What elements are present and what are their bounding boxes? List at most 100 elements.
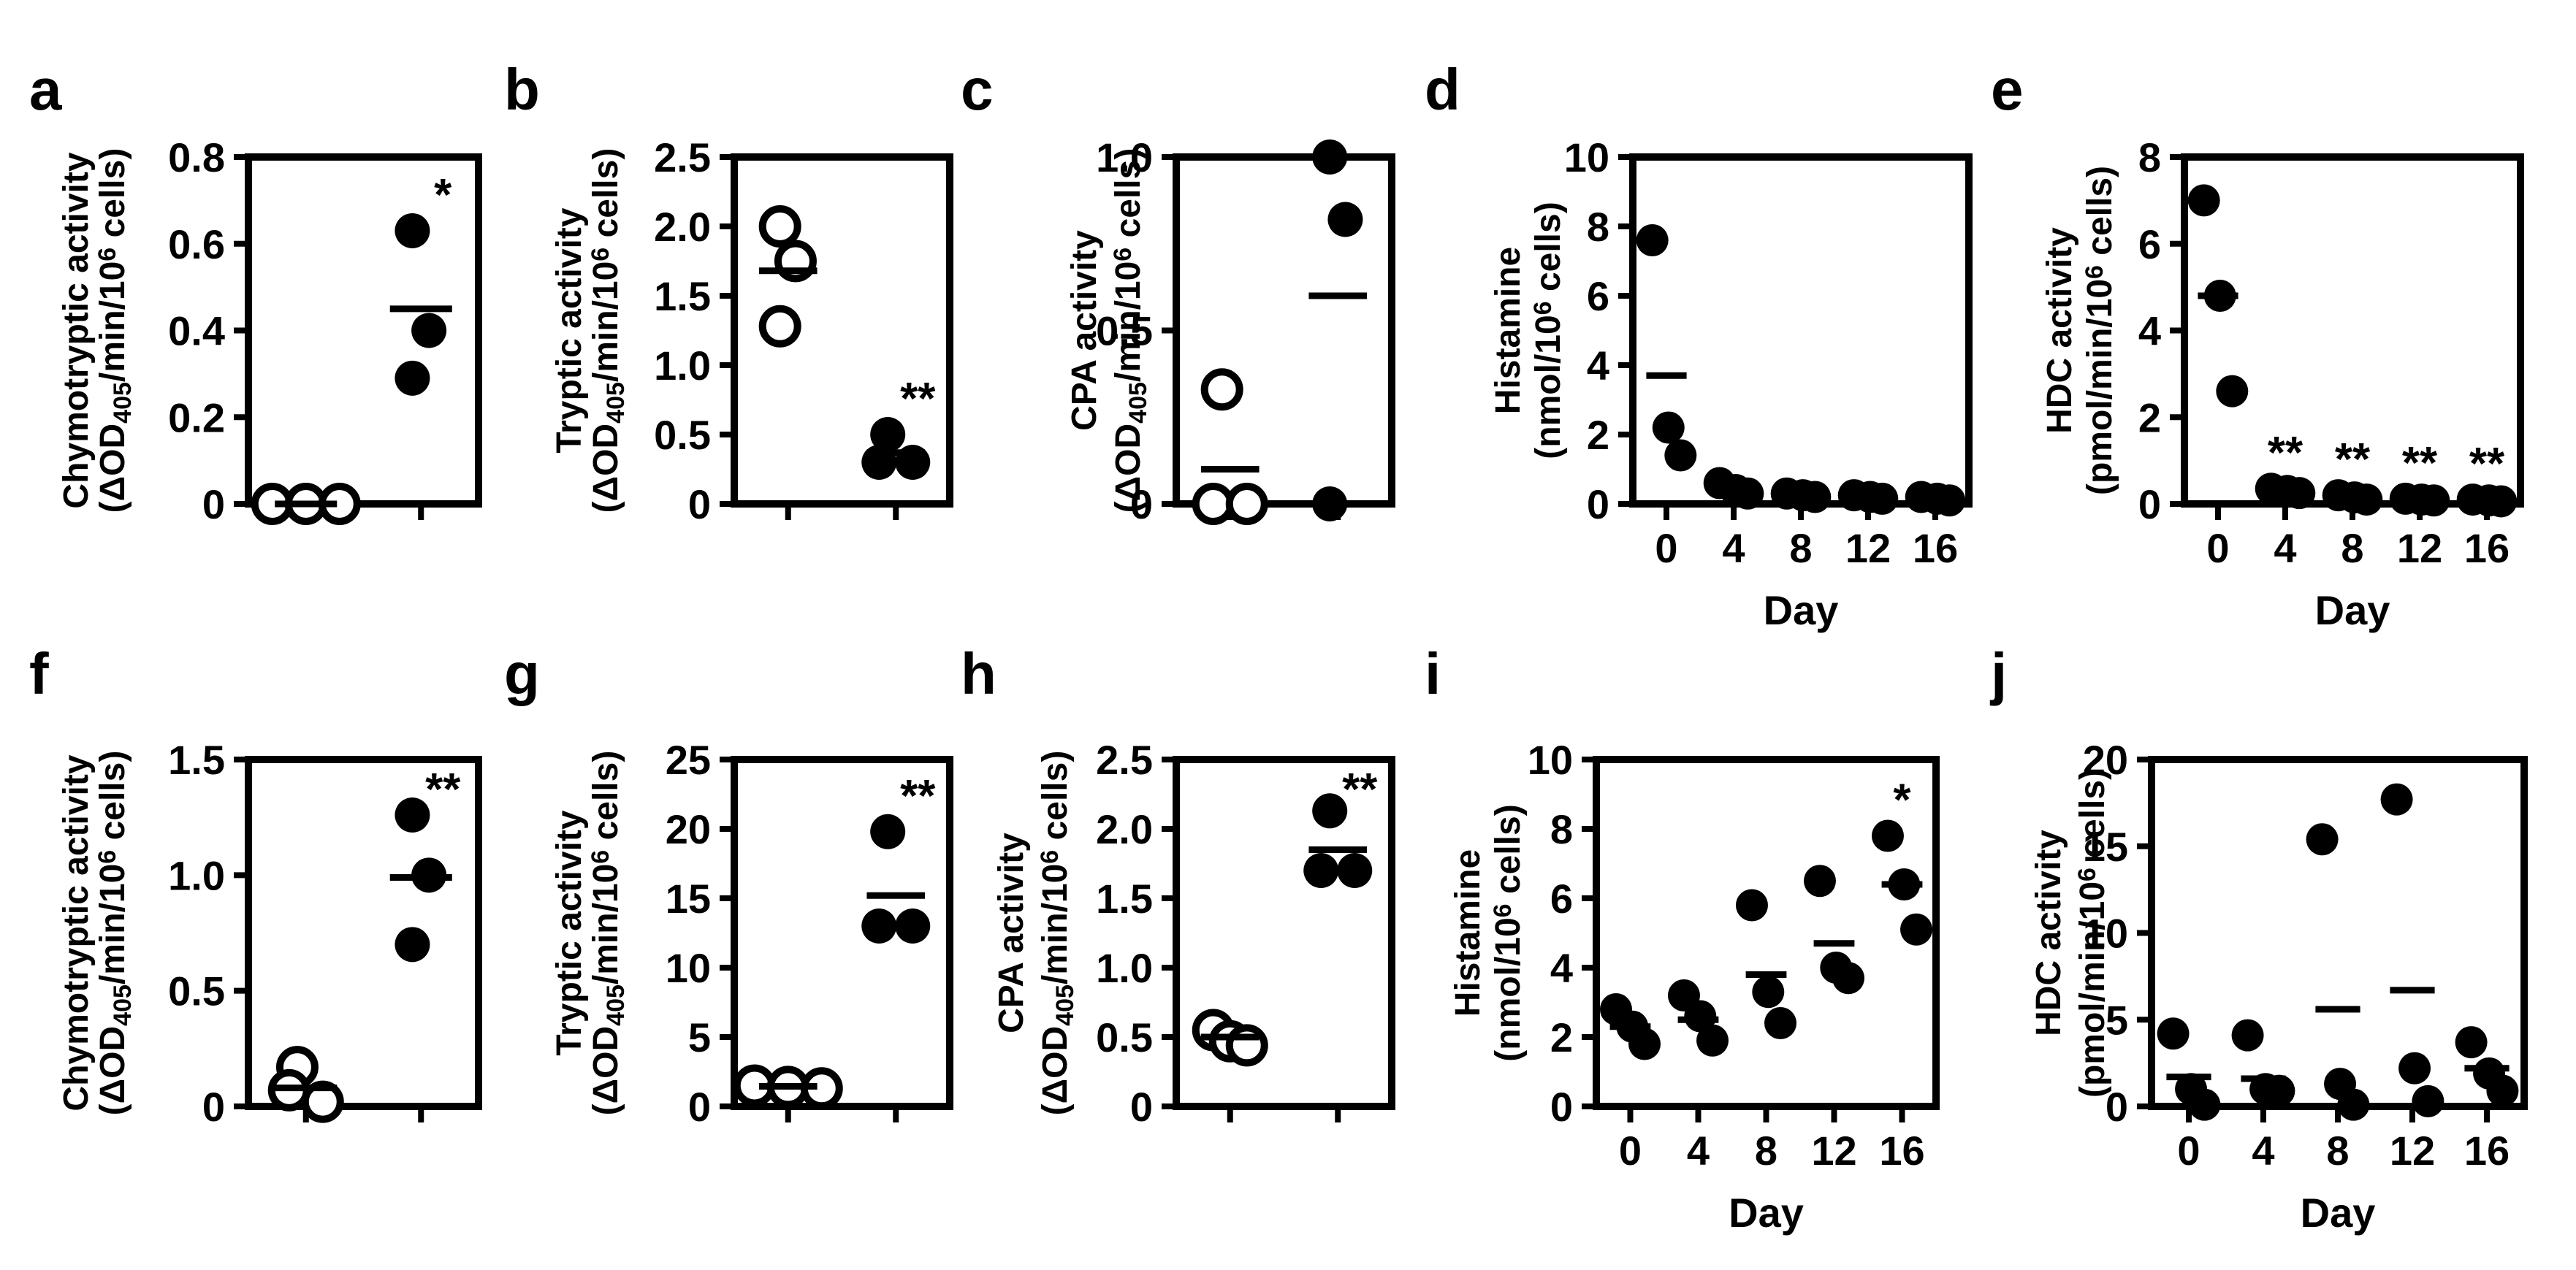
x-tick-label: 16 <box>2464 1128 2510 1174</box>
y-tick-label: 10 <box>1564 134 1609 180</box>
y-axis-title: Tryptic activity <box>550 207 589 453</box>
data-point <box>2188 1088 2221 1121</box>
y-tick-label: 0.4 <box>168 308 225 354</box>
y-tick-label: 8 <box>1550 806 1573 852</box>
x-tick-label: 12 <box>1811 1128 1856 1174</box>
data-point <box>2337 1088 2370 1121</box>
y-tick-label: 2.0 <box>654 204 711 250</box>
data-point <box>395 360 430 396</box>
y-axis-title: Histamine <box>1489 247 1528 414</box>
data-point <box>411 313 447 348</box>
data-point <box>2412 1085 2444 1117</box>
y-tick-label: 6 <box>2138 221 2161 267</box>
x-tick-label: 16 <box>1879 1128 1924 1174</box>
data-point <box>1312 793 1348 829</box>
data-point <box>2187 184 2220 217</box>
data-point <box>1200 368 1243 411</box>
x-tick-label: 8 <box>1755 1128 1777 1174</box>
x-tick-label: 8 <box>2341 525 2363 571</box>
y-tick-label: 2.0 <box>1096 806 1153 852</box>
significance-marker: ** <box>425 765 461 815</box>
y-axis-units: (nmol/106 cells) <box>1489 804 1528 1061</box>
y-tick-label: 10 <box>2083 911 2128 957</box>
data-point <box>2486 1074 2519 1107</box>
data-point <box>1652 411 1685 444</box>
panel-letter: b <box>504 57 540 122</box>
panel-letter: c <box>961 57 994 122</box>
x-tick-label: 12 <box>2397 525 2442 571</box>
data-point <box>395 797 430 833</box>
data-point <box>1900 913 1933 946</box>
y-tick-label: 15 <box>666 876 711 922</box>
y-tick-label: 1.0 <box>1096 134 1153 180</box>
y-tick-label: 5 <box>688 1014 711 1060</box>
y-tick-label: 0.5 <box>168 968 225 1014</box>
data-point <box>1696 1024 1729 1057</box>
data-point <box>1628 1028 1661 1060</box>
plot-frame <box>1173 153 1395 508</box>
y-axis-title: CPA activity <box>992 833 1031 1033</box>
y-tick-label: 0 <box>1550 1084 1573 1130</box>
y-axis-units: (ΔOD405/min/106 cells) <box>94 751 137 1116</box>
y-tick-label: 10 <box>666 945 711 991</box>
panel-a: a 0 0.2 0.4 0.6 0.8 Chymotryptic activity(ΔOD4… <box>29 57 482 527</box>
x-tick-label: 16 <box>1913 525 1958 571</box>
data-point <box>1636 224 1669 256</box>
x-tick-label: 8 <box>1789 525 1812 571</box>
x-tick-label: 4 <box>2252 1128 2274 1174</box>
significance-marker: * <box>434 170 452 221</box>
data-point <box>861 908 897 944</box>
y-tick-label: 15 <box>2083 824 2128 870</box>
y-tick-label: 0.8 <box>168 134 225 180</box>
y-tick-label: 8 <box>1587 204 1609 250</box>
plot-frame <box>731 153 953 508</box>
data-point <box>2380 783 2413 816</box>
data-point <box>2455 1026 2488 1059</box>
x-tick-label: 12 <box>1845 525 1891 571</box>
panel-h: h 0 0.5 1.0 1.5 2.0 2.5 CPA activity(ΔOD405/min… <box>961 641 1395 1130</box>
significance-marker: ** <box>2335 435 2371 485</box>
y-axis-units: (ΔOD405/min/106 cells) <box>1036 751 1079 1116</box>
y-tick-label: 25 <box>666 737 711 783</box>
y-tick-label: 2 <box>1587 412 1609 458</box>
data-point <box>2263 1074 2295 1107</box>
data-point <box>395 213 430 248</box>
x-axis-title: Day <box>2315 587 2390 633</box>
x-axis-title: Day <box>1729 1190 1804 1236</box>
significance-marker: * <box>1893 776 1911 826</box>
y-tick-label: 0.5 <box>654 412 711 458</box>
y-tick-label: 0 <box>2138 481 2161 527</box>
x-tick-label: 0 <box>2206 525 2229 571</box>
data-point <box>1303 853 1339 888</box>
panel-f: f 0 0.5 1.0 1.5 Chymotryptic activity(ΔOD405/… <box>29 641 482 1130</box>
y-axis-units: (ΔOD405/min/106 cells) <box>587 148 630 513</box>
significance-marker: ** <box>2402 438 2438 489</box>
y-axis-title: Histamine <box>1449 849 1487 1017</box>
significance-marker: ** <box>900 374 936 424</box>
y-tick-label: 0 <box>2106 1084 2128 1130</box>
y-tick-label: 4 <box>1587 343 1609 389</box>
data-point <box>1192 483 1235 525</box>
y-axis-title: HDC activity <box>2030 830 2068 1036</box>
x-axis-title: Day <box>2301 1190 2376 1236</box>
x-tick-label: 16 <box>2464 525 2510 571</box>
y-axis-title: CPA activity <box>1065 230 1104 431</box>
data-point <box>1312 486 1348 521</box>
data-point <box>301 1080 344 1123</box>
data-point <box>2398 1052 2431 1085</box>
y-tick-label: 6 <box>1550 876 1573 922</box>
y-tick-label: 4 <box>1550 945 1573 991</box>
panel-g: g 0 5 10 15 20 25 Tryptic activity(ΔOD405/min/1… <box>504 641 953 1130</box>
y-tick-label: 1.0 <box>654 343 711 389</box>
y-tick-label: 20 <box>666 806 711 852</box>
plot-frame <box>1173 756 1395 1110</box>
y-tick-label: 0 <box>1587 481 1609 527</box>
data-point <box>758 305 801 348</box>
y-axis-title: Chymotryptic activity <box>57 152 96 508</box>
y-axis-title: Tryptic activity <box>550 810 589 1055</box>
y-tick-label: 5 <box>2106 997 2128 1043</box>
y-tick-label: 0 <box>1130 481 1153 527</box>
data-point <box>2157 1017 2190 1050</box>
x-tick-label: 12 <box>2390 1128 2435 1174</box>
